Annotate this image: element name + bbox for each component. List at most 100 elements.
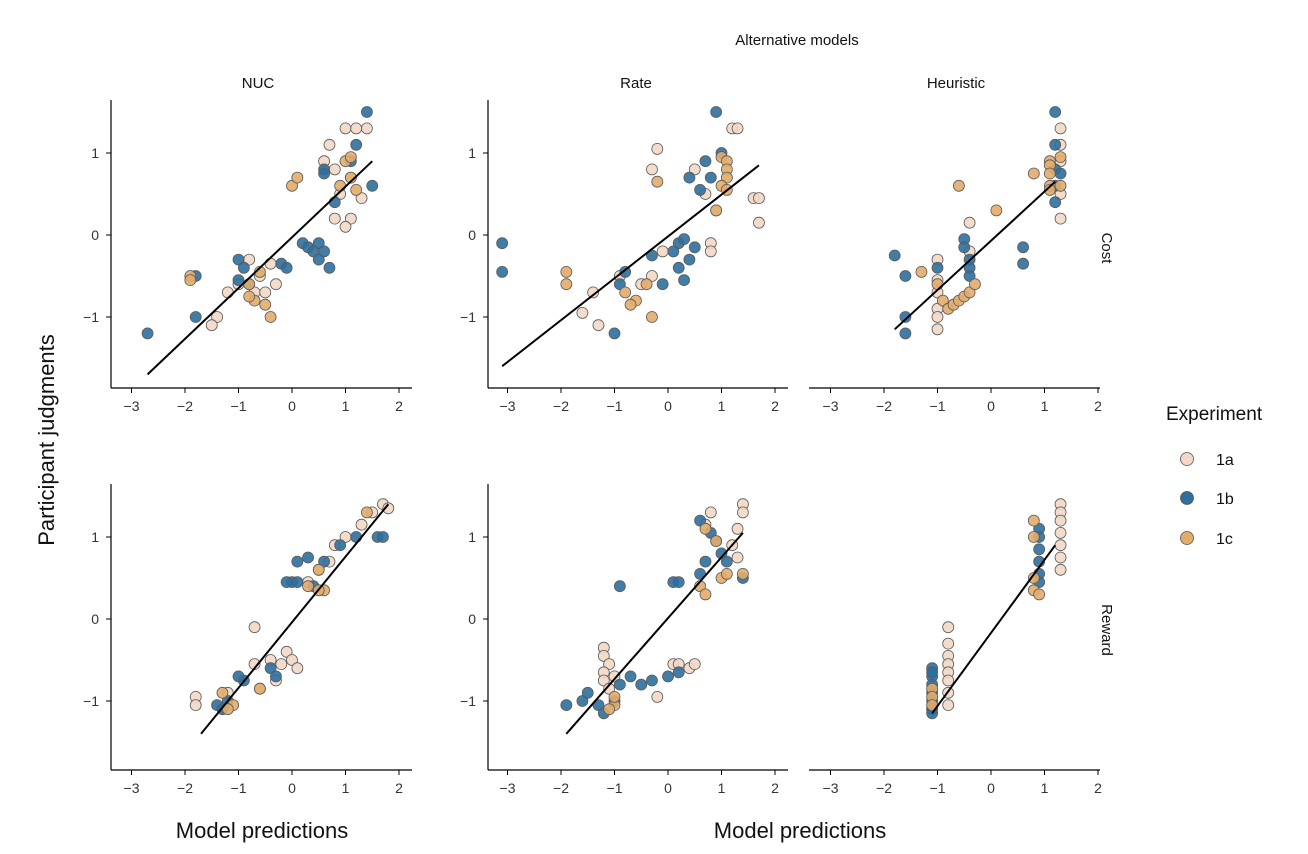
data-point-1a	[942, 637, 955, 650]
x-tick-label: −2	[553, 398, 569, 414]
data-point-1a	[587, 286, 599, 299]
data-point-1c	[243, 290, 256, 303]
x-tick-label: −2	[553, 780, 569, 796]
y-tick-label: 1	[91, 145, 99, 161]
fit-line	[931, 544, 1057, 714]
data-point-1a	[704, 506, 717, 519]
x-tick-label: −1	[930, 398, 946, 414]
data-point-1b	[560, 699, 573, 711]
data-point-1a	[704, 245, 717, 258]
data-point-1a	[344, 212, 357, 225]
fit-line	[565, 532, 744, 735]
data-point-1b	[280, 261, 293, 274]
data-point-1b	[699, 555, 712, 568]
data-point-1c	[720, 568, 733, 580]
data-point-1a	[942, 699, 955, 711]
data-point-1b	[704, 171, 717, 184]
y-tick-label: 1	[468, 529, 476, 545]
y-axis-title: Participant judgments	[34, 334, 59, 546]
x-tick-label: 1	[718, 398, 726, 414]
data-point-1c	[344, 151, 357, 164]
x-tick-label: 1	[1041, 780, 1049, 796]
y-tick-label: 0	[91, 611, 99, 627]
data-point-1a	[205, 319, 218, 332]
data-point-1c	[286, 179, 298, 192]
x-axis-title-left: Model predictions	[176, 818, 348, 843]
panels: −101−3 −2 −1 0 1 2−101−3 −2 −1 0 1 2 −3 −2 −1 0 1 2−101−…	[83, 100, 1102, 796]
x-tick-label: −2	[876, 780, 892, 796]
data-point-1a	[753, 192, 765, 205]
data-point-1c	[560, 278, 573, 291]
legend-swatch-1a	[1180, 452, 1194, 466]
data-point-1b	[377, 531, 389, 543]
data-point-1b	[291, 555, 304, 568]
data-point-1b	[232, 253, 245, 266]
fit-line	[501, 164, 760, 367]
data-point-1a	[597, 650, 610, 662]
data-point-1b	[232, 274, 245, 287]
data-point-1a	[355, 518, 368, 531]
data-point-1c	[710, 535, 723, 547]
legend: Experiment 1a 1b 1c	[1166, 404, 1263, 548]
data-point-1b	[646, 674, 658, 687]
data-point-1c	[560, 265, 573, 278]
data-point-1a	[221, 286, 234, 299]
y-tick-label: −1	[460, 693, 476, 709]
data-point-1b	[328, 196, 341, 209]
x-tick-label: −2	[177, 780, 193, 796]
data-point-1a	[280, 645, 293, 658]
data-point-1a	[576, 306, 589, 319]
data-point-1c	[1054, 151, 1067, 164]
data-point-1b	[710, 106, 723, 118]
x-tick-label: 1	[718, 780, 726, 796]
data-point-1c	[302, 580, 314, 593]
data-point-1b	[496, 237, 509, 250]
panel-rate-cost: −1 0 1 −3 −2 −1 0 1 2	[460, 100, 788, 414]
x-tick-label: −3	[823, 780, 839, 796]
col-title-heuristic: Heuristic	[927, 75, 986, 92]
x-tick-label: −1	[930, 780, 946, 796]
data-point-1a	[1054, 539, 1067, 552]
data-point-1b	[1049, 138, 1062, 151]
data-point-1b	[672, 576, 685, 588]
data-point-1a	[942, 621, 955, 634]
data-point-1a	[248, 621, 261, 634]
col-title-nuc: NUC	[242, 75, 275, 92]
data-point-1c	[184, 274, 197, 287]
data-point-1c	[1027, 167, 1040, 180]
x-tick-label: −1	[607, 780, 623, 796]
data-point-1b	[1017, 257, 1029, 270]
data-point-1a	[275, 658, 288, 670]
data-point-1a	[350, 122, 363, 135]
data-point-1c	[720, 171, 733, 184]
data-point-1a	[597, 674, 610, 687]
data-point-1b	[270, 670, 282, 683]
data-point-1a	[737, 506, 749, 519]
data-point-1c	[710, 204, 723, 217]
data-point-1b	[688, 241, 701, 254]
data-point-1b	[581, 686, 594, 699]
y-tick-label: −1	[460, 309, 476, 325]
data-point-1c	[1043, 183, 1056, 196]
data-point-1b	[662, 670, 674, 683]
data-point-1b	[264, 662, 277, 675]
x-tick-label: −1	[231, 398, 247, 414]
y-tick-label: −1	[83, 309, 99, 325]
x-tick-label: 1	[1041, 398, 1049, 414]
data-point-1b	[899, 311, 912, 323]
y-tick-label: 0	[468, 227, 476, 243]
data-point-1a	[339, 122, 352, 135]
data-point-1a	[323, 138, 336, 151]
data-point-1a	[688, 658, 701, 670]
data-point-1b	[1017, 241, 1029, 254]
data-point-1a	[382, 502, 395, 515]
legend-title: Experiment	[1166, 404, 1263, 425]
x-axis-title-center: Model predictions	[714, 818, 886, 843]
data-point-1a	[355, 192, 368, 205]
x-tick-label: 0	[664, 398, 672, 414]
data-point-1a	[328, 163, 341, 176]
x-tick-label: 0	[288, 398, 296, 414]
data-point-1c	[737, 568, 749, 580]
data-point-1b	[699, 155, 712, 168]
y-tick-label: −1	[83, 693, 99, 709]
